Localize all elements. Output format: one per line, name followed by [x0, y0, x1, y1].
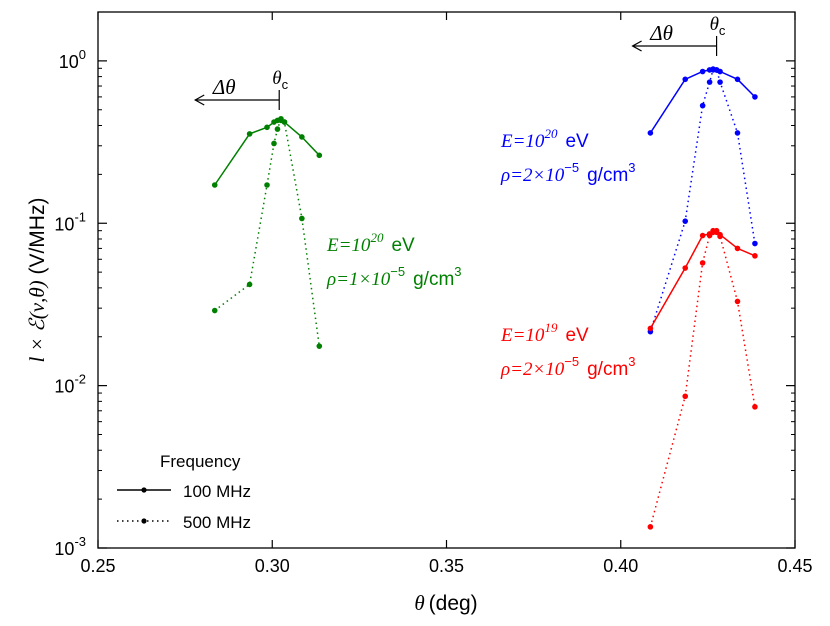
legend: Frequency 100 MHz 500 MHz — [117, 452, 251, 532]
data-point — [264, 182, 270, 188]
data-point — [734, 130, 741, 136]
legend-label-100mhz: 100 MHz — [183, 482, 251, 501]
delta-theta-label: Δθ — [212, 75, 236, 99]
delta-theta-label: Δθ — [649, 21, 673, 45]
legend-title: Frequency — [160, 452, 241, 471]
legend-dotted-marker — [141, 518, 147, 524]
data-point — [211, 182, 218, 188]
x-tick-label: 0.45 — [777, 556, 812, 576]
cherenkov-marker-right: Δθ θc — [631, 14, 726, 56]
arrow-head-icon — [193, 94, 205, 106]
data-point — [706, 232, 713, 239]
theta-c-subscript: c — [282, 77, 289, 92]
annotation-density: ρ=2×10−5 g/cm3 — [500, 160, 636, 186]
data-point — [699, 232, 706, 239]
annotation-green: E=1020 eV ρ=1×10−5 g/cm3 — [326, 230, 462, 290]
data-point — [734, 245, 741, 252]
data-point — [274, 126, 281, 132]
theta-c-subscript: c — [719, 23, 726, 38]
data-point — [699, 102, 706, 109]
annotation-energy: E=1020 eV — [500, 126, 589, 152]
data-point — [211, 307, 218, 314]
x-tick-label: 0.35 — [429, 556, 464, 576]
data-point — [706, 79, 713, 85]
y-tick-label: 10-2 — [54, 372, 86, 397]
x-tick-label: 0.40 — [603, 556, 638, 576]
data-point — [752, 94, 758, 100]
series-line — [214, 119, 320, 186]
data-point — [264, 124, 270, 131]
data-point — [647, 524, 654, 530]
y-tick-label: 100 — [59, 47, 86, 72]
data-point — [246, 281, 253, 288]
data-point — [246, 131, 253, 137]
data-point — [682, 218, 689, 224]
data-point — [647, 130, 654, 136]
data-point — [278, 115, 284, 122]
series-line — [214, 117, 321, 347]
data-point — [713, 67, 720, 73]
annotation-red: E=1019 eV ρ=2×10−5 g/cm3 — [500, 320, 636, 380]
data-point — [734, 298, 741, 305]
theta-c-label: θc — [272, 68, 288, 92]
data-point — [271, 140, 277, 147]
x-tick-label: 0.25 — [80, 556, 115, 576]
annotation-density: ρ=2×10−5 g/cm3 — [500, 354, 636, 380]
data-point — [299, 134, 305, 140]
data-point — [717, 79, 723, 85]
annotation-blue: E=1020 eV ρ=2×10−5 g/cm3 — [500, 126, 636, 186]
legend-label-500mhz: 500 MHz — [183, 513, 251, 532]
data-point — [734, 76, 741, 83]
series-layer — [211, 66, 758, 530]
data-point — [299, 215, 305, 222]
series-line — [649, 229, 756, 527]
annotation-energy: E=1019 eV — [500, 320, 589, 346]
data-point — [752, 404, 758, 410]
data-point — [699, 68, 706, 75]
cherenkov-marker-left: Δθ θc — [193, 68, 289, 110]
data-point — [717, 233, 723, 240]
data-point — [752, 240, 758, 247]
data-point — [316, 343, 323, 349]
annotation-density: ρ=1×10−5 g/cm3 — [326, 264, 462, 290]
y-tick-label: 10-1 — [54, 209, 86, 234]
data-point — [682, 76, 689, 83]
annotation-energy: E=1020 eV — [326, 230, 415, 256]
data-point — [752, 253, 758, 259]
theta-c-symbol: θ — [272, 68, 281, 89]
legend-solid-marker — [141, 487, 147, 493]
x-tick-label: 0.30 — [255, 556, 290, 576]
arrow-head-icon — [631, 40, 642, 52]
y-axis-label: l × ℰ(ν,θ) (V/MHz) — [25, 198, 49, 363]
data-point — [699, 260, 706, 266]
axis-ticks: 0.25 0.30 0.35 0.40 0.45 10-3 10-2 10-1 100 — [54, 11, 813, 576]
data-point — [316, 152, 323, 159]
theta-c-label: θc — [710, 14, 726, 38]
data-point — [281, 119, 288, 125]
x-axis-label: θ (deg) — [414, 591, 477, 615]
data-point — [682, 265, 689, 271]
y-tick-label: 10-3 — [54, 534, 86, 559]
data-point — [713, 227, 720, 234]
data-point — [682, 393, 689, 400]
theta-c-symbol: θ — [710, 14, 719, 35]
data-point — [647, 325, 654, 332]
